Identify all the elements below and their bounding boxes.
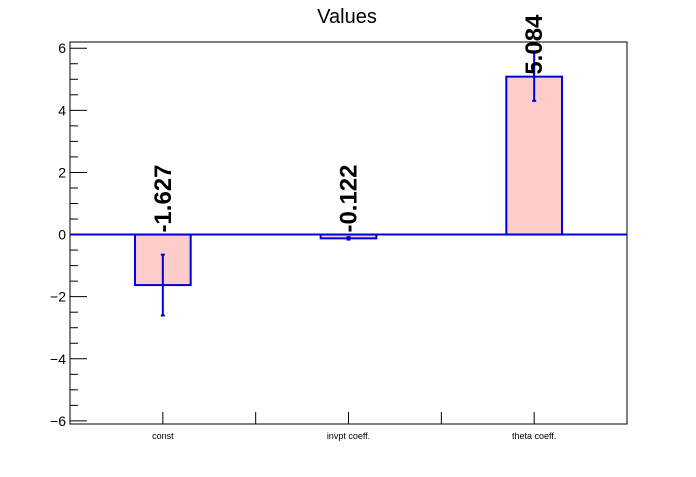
bars	[70, 51, 627, 317]
data-labels: -1.627 -0.122 5.084	[150, 14, 548, 233]
x-tick-label: invpt coeff.	[327, 431, 370, 441]
x-tick-label: const	[152, 431, 174, 441]
data-label: -1.627	[150, 164, 177, 232]
y-tick-label: −2	[50, 289, 66, 305]
y-tick-label: 2	[58, 164, 66, 180]
data-label: 5.084	[521, 14, 548, 75]
y-tick-label: 4	[58, 102, 66, 118]
bar	[505, 75, 564, 236]
y-tick-label: 6	[58, 40, 66, 56]
chart-title: Values	[317, 6, 377, 28]
y-tick-label: 0	[58, 227, 66, 243]
data-label: -0.122	[336, 164, 363, 232]
y-tick-label: −4	[50, 351, 66, 367]
x-tick-label: theta coeff.	[512, 431, 556, 441]
plot-frame: −6 −4 −2 0 2 4 6 const invpt coeff. theta coeff.	[50, 40, 628, 441]
y-tick-label: −6	[50, 413, 66, 429]
